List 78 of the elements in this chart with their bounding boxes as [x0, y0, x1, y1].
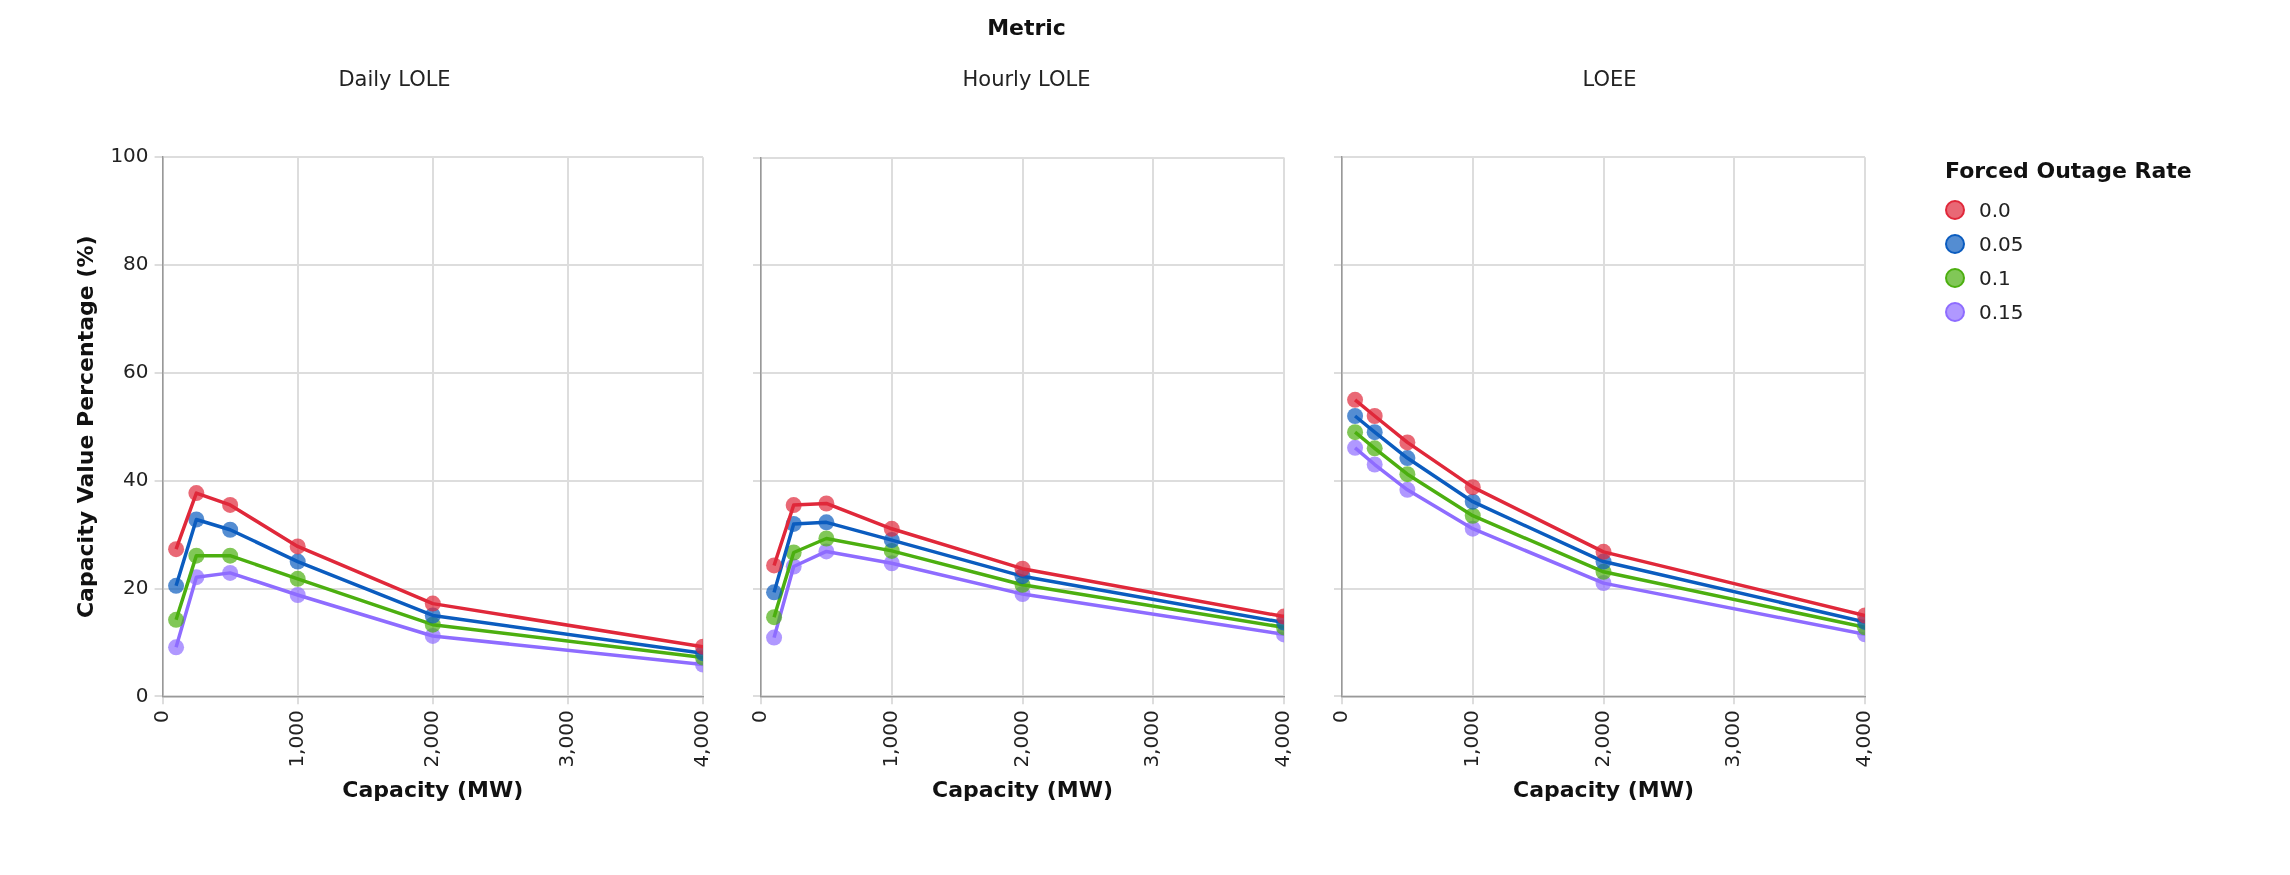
- x-axis-title: Capacity (MW): [342, 776, 524, 802]
- point: [1464, 520, 1481, 537]
- point: [1347, 424, 1364, 441]
- point: [168, 541, 185, 558]
- point: [785, 497, 802, 514]
- point: [1399, 466, 1416, 483]
- point: [222, 564, 239, 581]
- point: [1399, 481, 1416, 498]
- point: [818, 495, 835, 512]
- point: [1595, 543, 1612, 560]
- y-axis-title: Capacity Value Percentage (%): [72, 235, 98, 619]
- y-tick-label: 100: [110, 143, 149, 168]
- x-tick-label: 1,000: [283, 710, 308, 768]
- point: [168, 639, 185, 656]
- point: [766, 584, 783, 601]
- x-axis-title: Capacity (MW): [932, 776, 1113, 802]
- x-tick-label: 4,000: [1851, 710, 1876, 768]
- chart-title: Metric: [987, 14, 1066, 40]
- point: [1399, 434, 1416, 451]
- x-tick-label: 3,000: [1720, 710, 1745, 768]
- point: [222, 547, 239, 564]
- legend-label: 0.0: [1979, 198, 2011, 222]
- y-tick-label: 20: [123, 574, 149, 599]
- point: [883, 520, 900, 537]
- y-tick-label: 0: [135, 682, 149, 707]
- point: [188, 547, 205, 564]
- point: [1464, 479, 1481, 496]
- point: [1347, 439, 1364, 456]
- x-tick-label: 2,000: [1589, 710, 1614, 768]
- x-tick-label: 4,000: [1270, 710, 1295, 768]
- point: [766, 629, 783, 646]
- chart-subtitle: LOEE: [1582, 67, 1637, 92]
- point: [289, 553, 306, 570]
- x-axis-title: Capacity (MW): [1513, 776, 1694, 802]
- x-tick-label: 2,000: [418, 710, 443, 768]
- x-tick-label: 4,000: [689, 710, 714, 768]
- point: [818, 514, 835, 531]
- y-tick-label: 60: [123, 359, 149, 384]
- point: [1347, 391, 1364, 408]
- point: [766, 609, 783, 626]
- point: [168, 611, 185, 628]
- point: [289, 538, 306, 555]
- legend-label: 0.1: [1979, 266, 2011, 290]
- point: [424, 595, 441, 612]
- x-tick-label: 3,000: [554, 710, 579, 768]
- point: [1347, 407, 1364, 424]
- x-tick-label: 0: [747, 710, 772, 724]
- legend-title: Forced Outage Rate: [1945, 158, 2192, 183]
- x-tick-label: 1,000: [877, 710, 902, 768]
- legend-label: 0.05: [1979, 232, 2024, 256]
- point: [188, 485, 205, 502]
- x-tick-label: 3,000: [1139, 710, 1164, 768]
- point: [1366, 440, 1383, 457]
- x-tick-label: 2,000: [1008, 710, 1033, 768]
- y-tick-label: 80: [123, 251, 149, 276]
- point: [1464, 493, 1481, 510]
- x-tick-label: 0: [148, 710, 173, 724]
- point: [1399, 450, 1416, 467]
- legend-label: 0.15: [1979, 300, 2024, 324]
- point: [1366, 456, 1383, 473]
- y-tick-label: 40: [123, 466, 149, 491]
- x-tick-label: 0: [1328, 710, 1353, 724]
- chart-subtitle: Daily LOLE: [338, 67, 451, 92]
- point: [785, 544, 802, 561]
- point: [1014, 560, 1031, 577]
- point: [818, 530, 835, 547]
- x-tick-label: 1,000: [1458, 710, 1483, 768]
- point: [766, 557, 783, 574]
- point: [188, 511, 205, 528]
- point: [1366, 424, 1383, 441]
- point: [222, 496, 239, 513]
- chart-subtitle: Hourly LOLE: [962, 67, 1091, 92]
- point: [1464, 507, 1481, 524]
- point: [289, 586, 306, 603]
- point: [289, 570, 306, 587]
- point: [222, 521, 239, 538]
- point: [1366, 407, 1383, 424]
- point: [168, 577, 185, 594]
